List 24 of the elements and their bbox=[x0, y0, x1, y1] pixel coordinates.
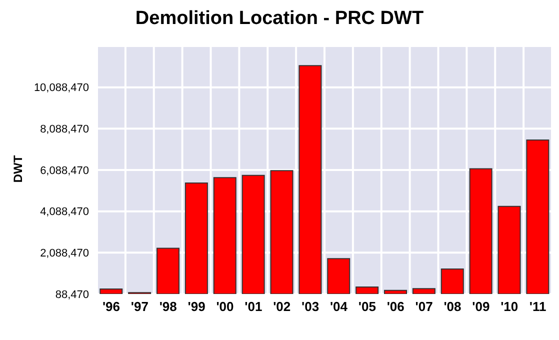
x-tick-label: '06 bbox=[386, 299, 404, 314]
x-tick-label: '96 bbox=[102, 299, 120, 314]
x-tick-label: '09 bbox=[472, 299, 490, 314]
x-tick-label: '02 bbox=[273, 299, 291, 314]
x-tick-label: '11 bbox=[529, 299, 546, 314]
x-tick-label: '07 bbox=[415, 299, 433, 314]
x-tick-label: '10 bbox=[500, 299, 518, 314]
y-axis-title: DWT bbox=[11, 154, 25, 185]
x-tick-label: '05 bbox=[358, 299, 376, 314]
y-tick-label: 88,470 bbox=[55, 288, 89, 301]
x-tick-label: '98 bbox=[159, 299, 177, 314]
x-tick-label: '99 bbox=[188, 299, 206, 314]
y-tick-label: 2,088,470 bbox=[40, 248, 89, 260]
x-tick-label: '01 bbox=[244, 299, 262, 314]
x-tick-label: '97 bbox=[130, 299, 148, 314]
x-tick-label: '08 bbox=[444, 299, 462, 314]
x-tick-label: '03 bbox=[302, 299, 320, 314]
y-tick-label: 6,088,470 bbox=[40, 164, 89, 177]
x-tick-label: '04 bbox=[330, 299, 348, 314]
y-tick-label: 10,088,470 bbox=[34, 82, 89, 94]
y-tick-label: 8,088,470 bbox=[40, 124, 89, 136]
x-tick-label: '00 bbox=[216, 299, 234, 314]
y-tick-label: 4,088,470 bbox=[40, 206, 89, 218]
chart-title: Demolition Location - PRC DWT bbox=[134, 8, 425, 30]
